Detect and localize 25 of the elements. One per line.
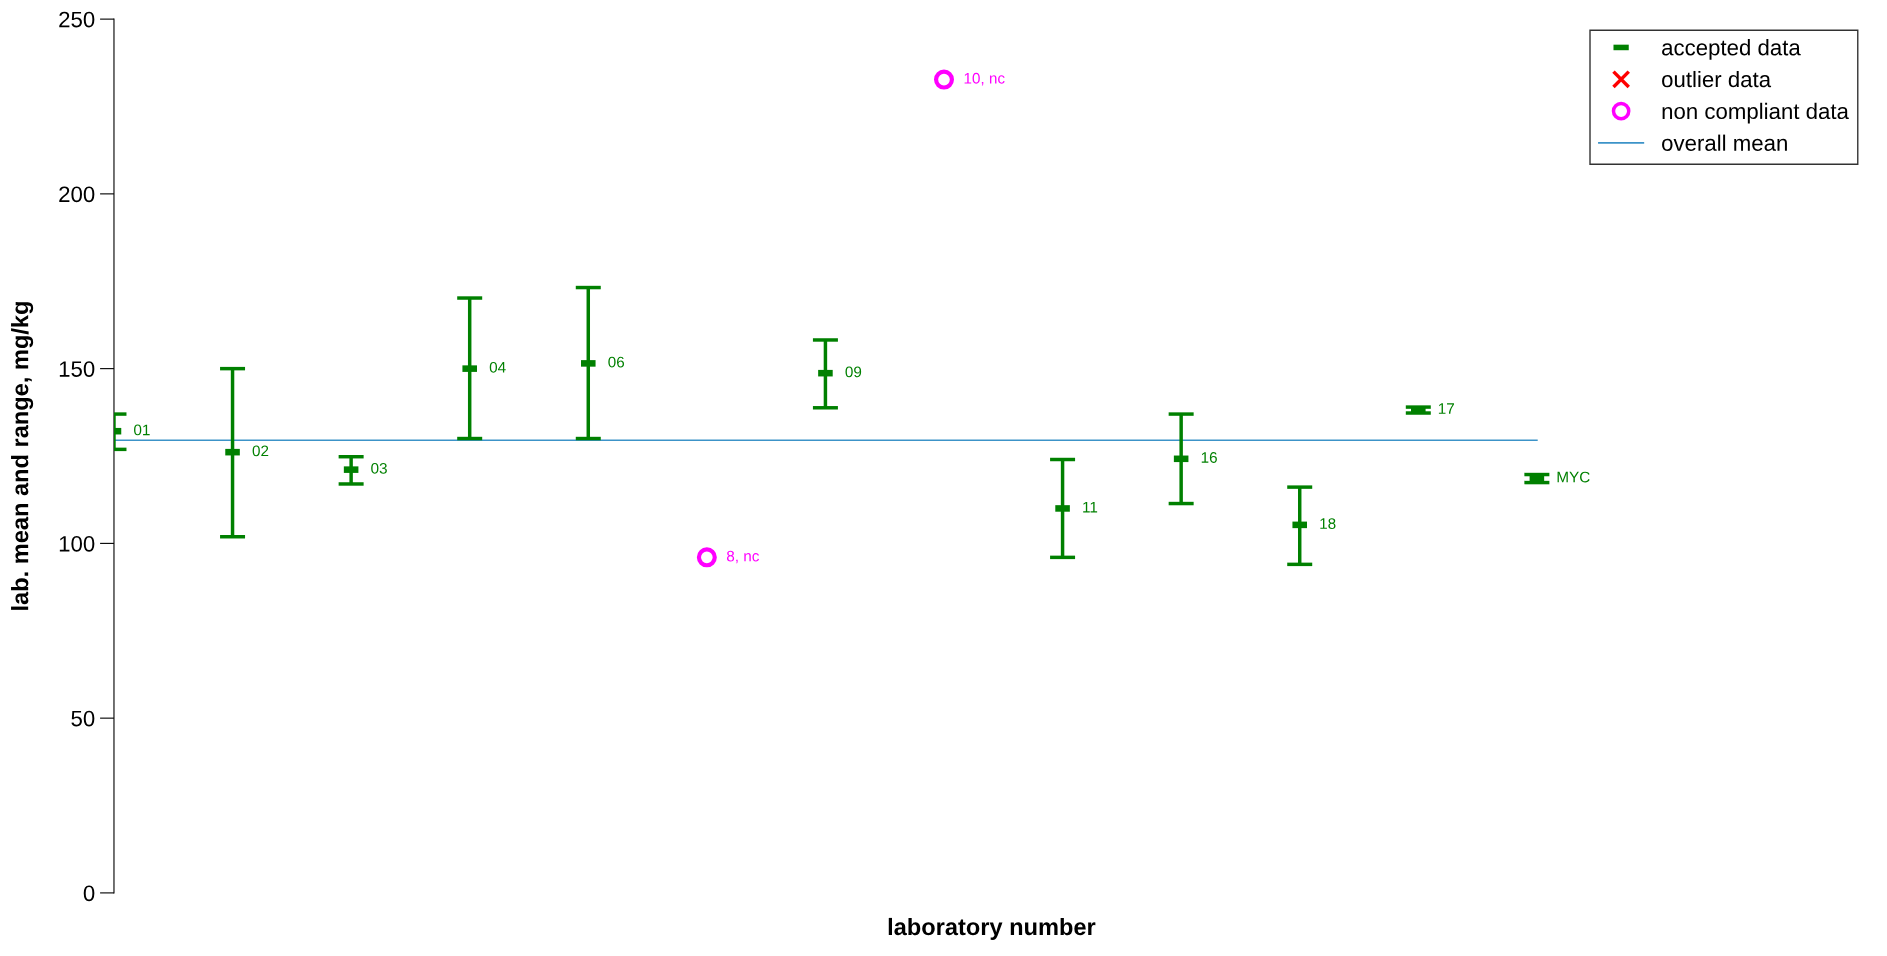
annotation: 16 — [1201, 452, 1217, 463]
annotation: 10, nc — [964, 72, 1005, 86]
y-tick-label: 100 — [59, 535, 95, 552]
y-tick-label: 0 — [83, 885, 95, 902]
annotation: 09 — [845, 366, 862, 378]
annotation: 06 — [608, 356, 625, 368]
y-tick-label: 50 — [71, 710, 95, 727]
annotation: 11 — [1083, 501, 1098, 513]
legend-label: accepted data — [1662, 39, 1801, 60]
annotation: 04 — [489, 361, 506, 373]
legend-label: overall mean — [1662, 134, 1787, 151]
y-tick-label: 150 — [59, 361, 95, 377]
annotation: MYC — [1557, 471, 1590, 483]
y-tick-label: 200 — [59, 186, 95, 203]
legend-label: outlier data — [1662, 70, 1772, 88]
annotation: 8, nc — [726, 550, 760, 564]
y-tick-label: 250 — [59, 11, 95, 28]
y-axis-title: lab. mean and range, mg/kg — [11, 302, 34, 610]
annotation: 03 — [371, 462, 387, 474]
x-axis-title: laboratory number — [888, 917, 1096, 940]
annotation: 18 — [1320, 518, 1336, 529]
annotation: 17 — [1438, 403, 1454, 414]
legend-label: non compliant data — [1662, 102, 1849, 124]
annotation: 01 — [134, 424, 150, 436]
annotation: 02 — [252, 445, 269, 457]
